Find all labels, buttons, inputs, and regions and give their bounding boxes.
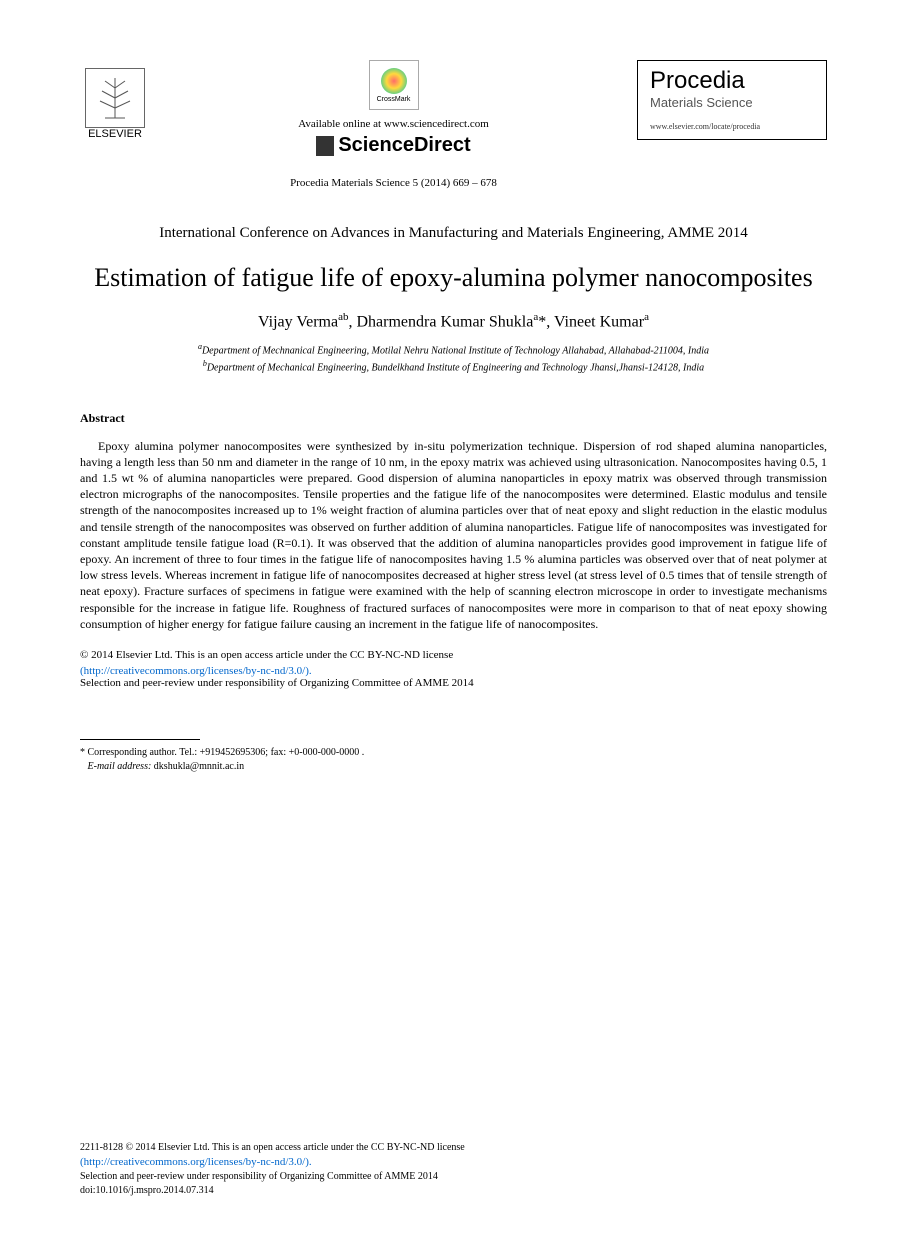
- abstract-heading: Abstract: [80, 411, 827, 426]
- crossmark-badge[interactable]: CrossMark: [369, 60, 419, 110]
- crossmark-icon: [381, 68, 407, 94]
- footer-doi: doi:10.1016/j.mspro.2014.07.314: [80, 1184, 827, 1198]
- available-online-text: Available online at www.sciencedirect.co…: [298, 118, 489, 130]
- header-row: ELSEVIER CrossMark Available online at w…: [80, 60, 827, 189]
- elsevier-label: ELSEVIER: [88, 128, 142, 140]
- copyright-line: © 2014 Elsevier Ltd. This is an open acc…: [80, 648, 827, 663]
- footer-license-link[interactable]: (http://creativecommons.org/licenses/by-…: [80, 1155, 827, 1170]
- procedia-subtitle: Materials Science: [650, 95, 814, 110]
- procedia-box: Procedia Materials Science www.elsevier.…: [637, 60, 827, 140]
- page-footer: 2211-8128 © 2014 Elsevier Ltd. This is a…: [80, 1141, 827, 1198]
- author-2-star: *: [538, 313, 546, 330]
- corresponding-email: dkshukla@mnnit.ac.in: [154, 761, 244, 772]
- authors-line: Vijay Vermaab, Dharmendra Kumar Shuklaa*…: [80, 311, 827, 331]
- crossmark-label: CrossMark: [377, 96, 411, 103]
- citation-line: Procedia Materials Science 5 (2014) 669 …: [290, 177, 497, 189]
- footer-issn: 2211-8128 © 2014 Elsevier Ltd. This is a…: [80, 1141, 827, 1155]
- sciencedirect-icon: [316, 136, 334, 156]
- center-header: CrossMark Available online at www.scienc…: [150, 60, 637, 189]
- elsevier-tree-icon: [85, 68, 145, 128]
- conference-name: International Conference on Advances in …: [80, 224, 827, 244]
- affiliations: aDepartment of Mechnanical Engineering, …: [80, 341, 827, 376]
- license-link[interactable]: (http://creativecommons.org/licenses/by-…: [80, 665, 827, 677]
- author-1: Vijay Verma: [258, 313, 338, 330]
- footnote-rule: [80, 739, 200, 740]
- affil-a-text: Department of Mechnanical Engineering, M…: [202, 345, 709, 356]
- affil-b-text: Department of Mechanical Engineering, Bu…: [207, 363, 704, 374]
- procedia-url: www.elsevier.com/locate/procedia: [650, 122, 814, 131]
- author-1-sup: ab: [338, 311, 348, 323]
- author-3-sup: a: [644, 311, 649, 323]
- author-2: Dharmendra Kumar Shukla: [356, 313, 533, 330]
- author-3: Vineet Kumar: [554, 313, 644, 330]
- elsevier-logo: ELSEVIER: [80, 60, 150, 140]
- abstract-body: Epoxy alumina polymer nanocomposites wer…: [80, 438, 827, 632]
- procedia-title: Procedia: [650, 69, 814, 93]
- peer-review-line: Selection and peer-review under responsi…: [80, 677, 827, 689]
- sciencedirect-text: ScienceDirect: [338, 134, 470, 157]
- article-title: Estimation of fatigue life of epoxy-alum…: [80, 262, 827, 293]
- email-label: E-mail address:: [88, 761, 152, 772]
- corresponding-author: * Corresponding author. Tel.: +919452695…: [80, 746, 827, 774]
- sciencedirect-logo: ScienceDirect: [316, 134, 470, 157]
- footer-peer-review: Selection and peer-review under responsi…: [80, 1170, 827, 1184]
- corresponding-line1: * Corresponding author. Tel.: +919452695…: [80, 747, 364, 758]
